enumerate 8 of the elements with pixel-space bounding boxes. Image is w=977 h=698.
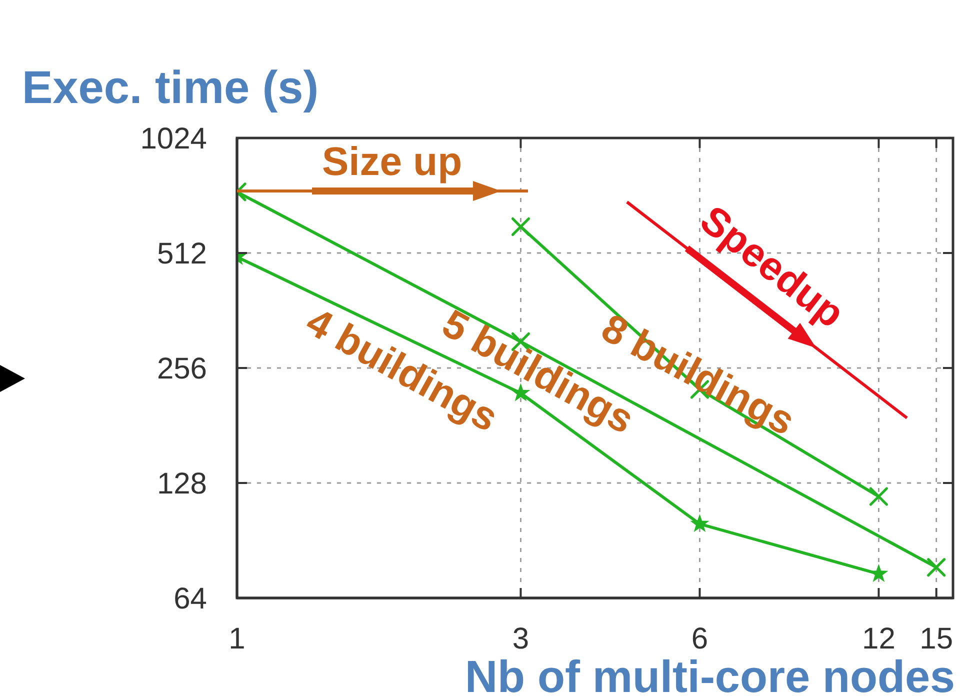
y-tick-label: 1024 bbox=[140, 122, 207, 156]
y-tick-label: 64 bbox=[174, 582, 207, 616]
y-axis-title: Exec. time (s) bbox=[22, 61, 319, 113]
x-tick-label: 1 bbox=[228, 622, 246, 656]
y-tick-label: 256 bbox=[156, 352, 207, 386]
annotation: Size up bbox=[322, 140, 462, 184]
y-tick-label: 128 bbox=[156, 468, 207, 501]
y-tick-label: 512 bbox=[156, 238, 207, 271]
